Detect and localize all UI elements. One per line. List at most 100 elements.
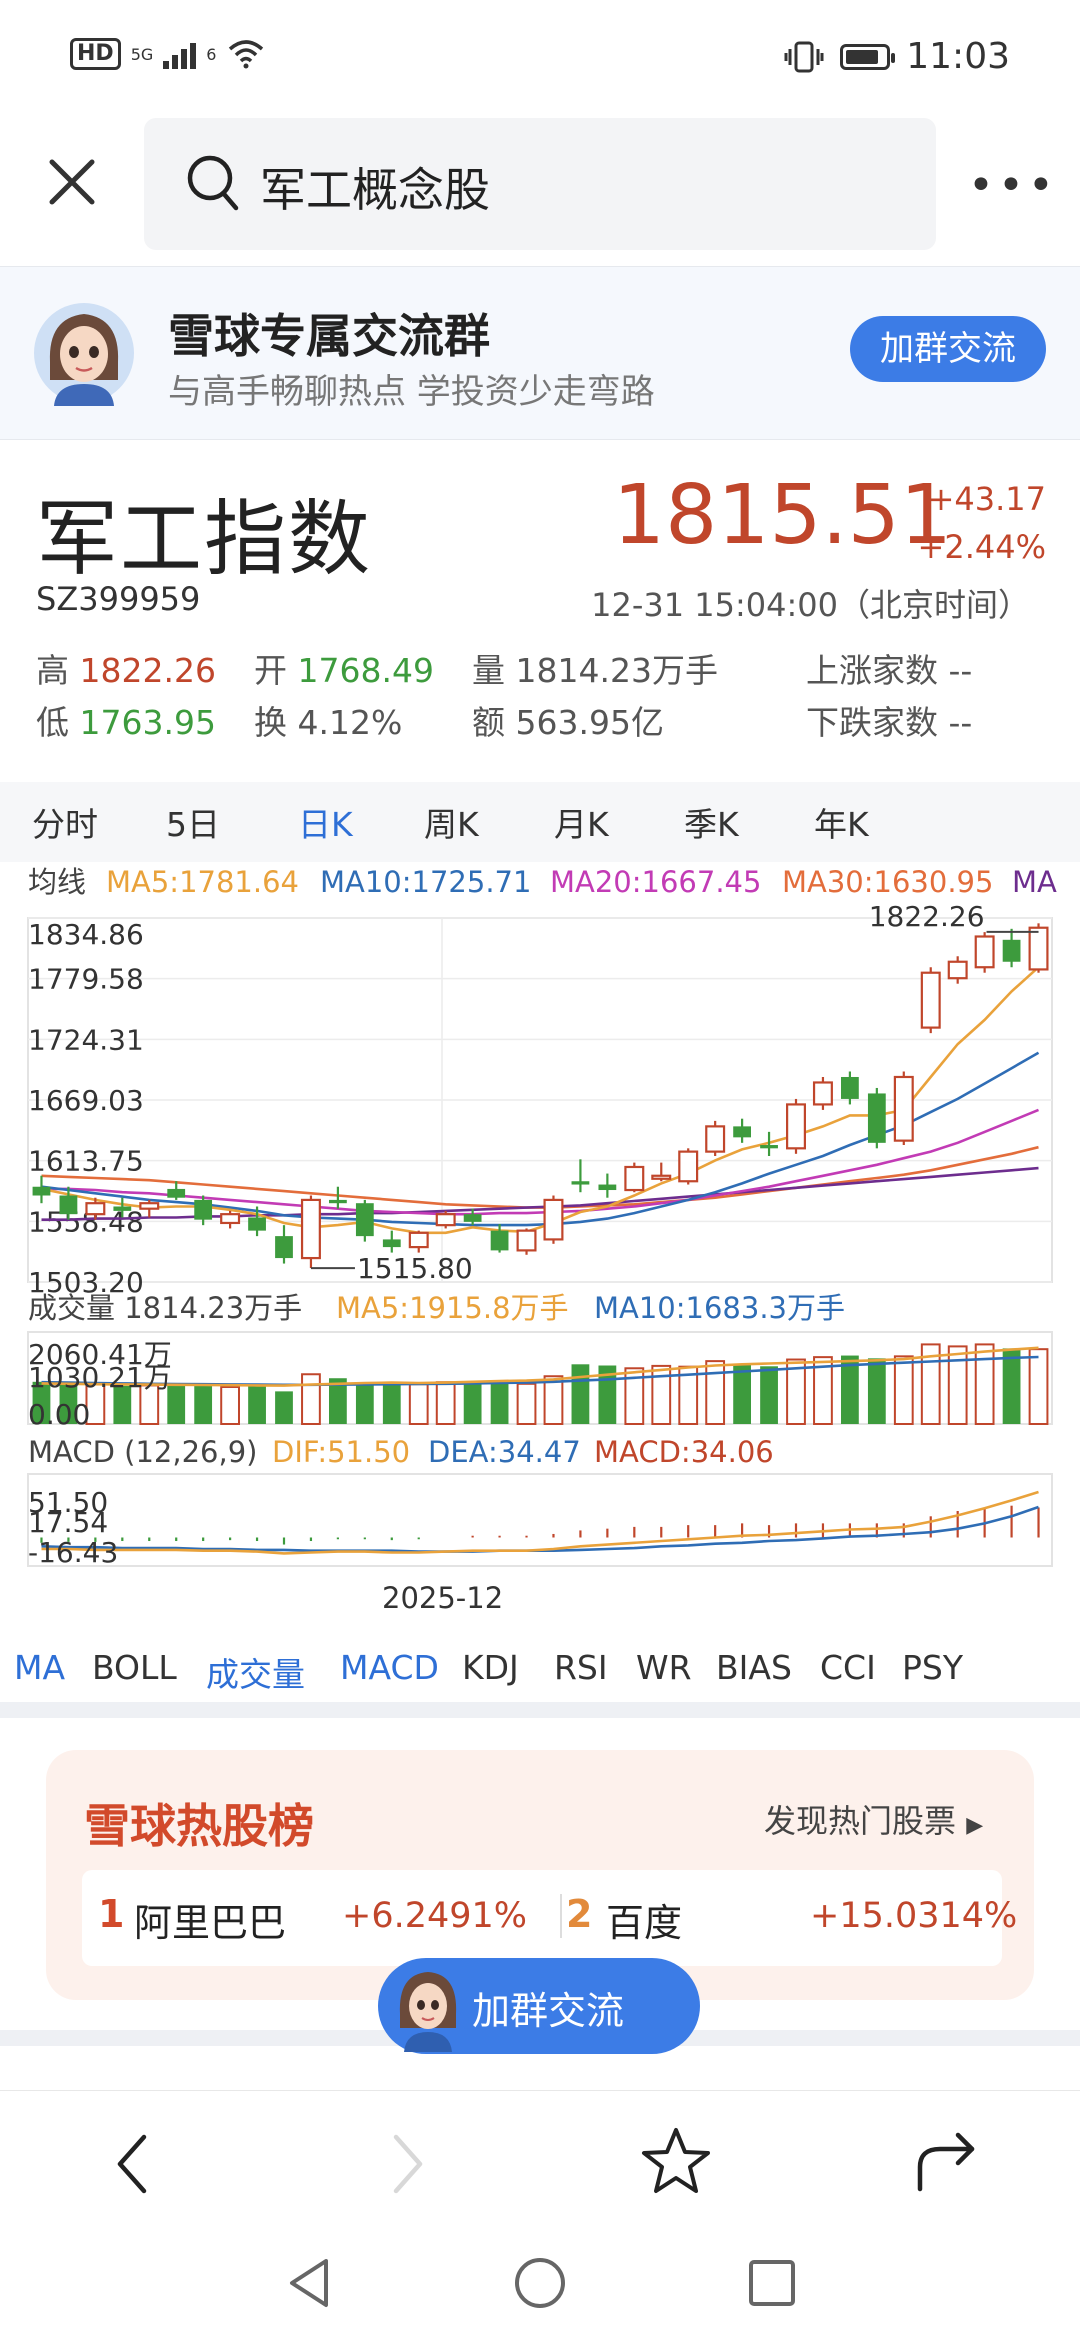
ma20-line — [41, 1108, 1039, 1216]
share-icon[interactable] — [914, 2127, 982, 2195]
min-price-label: 1515.80 — [357, 1252, 473, 1285]
volume-bar-up — [651, 1364, 672, 1425]
hot-separator — [560, 1894, 562, 1938]
discover-hot-link-label: 发现热门股票 — [764, 1802, 957, 1840]
index-price: 1815.51 — [612, 468, 952, 563]
candle-up — [139, 1202, 160, 1210]
tab-5day[interactable]: 5日 — [166, 805, 220, 844]
hot-stocks-row — [82, 1870, 1002, 1966]
tab-quarterly-k[interactable]: 季K — [684, 805, 739, 844]
volume-bar-up — [920, 1343, 941, 1426]
candle-up — [786, 1103, 806, 1150]
ind-boll[interactable]: BOLL — [92, 1648, 177, 1687]
system-home-icon[interactable] — [512, 2255, 568, 2311]
ind-rsi[interactable]: RSI — [554, 1648, 608, 1687]
vibrate-icon — [784, 41, 824, 72]
hot-name-1[interactable]: 阿里巴巴 — [134, 1901, 287, 1945]
candle-up — [920, 971, 941, 1029]
candle-down — [113, 1206, 132, 1211]
status-bar: HD 5G 6 11:03 — [0, 0, 1080, 120]
hd-icon: HD — [70, 38, 121, 70]
volume-bar-down — [167, 1383, 186, 1424]
candle-up — [624, 1165, 645, 1192]
close-icon[interactable] — [40, 150, 104, 214]
ma-legend-label: 均线 — [28, 865, 86, 899]
ma-legend: 均线 MA5:1781.64 MA10:1725.71 MA20:1667.45… — [28, 865, 1057, 899]
tab-yearly-k[interactable]: 年K — [814, 805, 869, 844]
join-group-button[interactable]: 加群交流 — [850, 316, 1046, 382]
volume-ma10-legend: MA10:1683.3万手 — [594, 1291, 845, 1325]
ind-volume[interactable]: 成交量 — [206, 1655, 305, 1694]
period-tabs: 分时 5日 日K 周K 月K 季K 年K — [0, 782, 1080, 862]
more-icon[interactable]: ••• — [968, 160, 1058, 211]
volume-tick-label: 0.00 — [28, 1398, 90, 1431]
stat-down-count: 下跌家数 -- — [806, 703, 973, 742]
macd-legend: MACD (12,26,9) DIF:51.50 DEA:34.47 MACD:… — [28, 1435, 774, 1469]
floating-join-button[interactable]: 加群交流 — [378, 1958, 700, 2054]
kline-chart[interactable]: 均线 MA5:1781.64 MA10:1725.71 MA20:1667.45… — [0, 862, 1080, 1614]
dea-line — [41, 1505, 1039, 1553]
macd-tick-label: -16.43 — [28, 1536, 118, 1569]
ma10-legend: MA10:1725.71 — [320, 865, 531, 899]
system-recents-icon[interactable] — [746, 2257, 798, 2309]
status-right: 11:03 — [784, 36, 1010, 77]
candle-down — [329, 1199, 347, 1204]
candle-up — [85, 1202, 106, 1216]
back-icon[interactable] — [110, 2129, 154, 2199]
candle-up — [300, 1198, 321, 1260]
tab-monthly-k[interactable]: 月K — [554, 805, 609, 844]
hot-change-1: +6.2491% — [342, 1896, 528, 1936]
candle-down — [463, 1214, 482, 1222]
star-icon[interactable] — [638, 2125, 714, 2197]
index-code: SZ399959 — [36, 580, 201, 618]
network-5g-label: 5G — [130, 44, 154, 64]
stat-volume: 量 1814.23万手 — [472, 651, 718, 690]
ind-psy[interactable]: PSY — [902, 1648, 964, 1687]
ind-cci[interactable]: CCI — [820, 1648, 876, 1687]
forward-icon[interactable] — [386, 2129, 430, 2199]
volume-bar-down — [571, 1364, 590, 1424]
volume-bar-down — [329, 1378, 347, 1424]
volume-frame-border — [27, 1331, 1053, 1425]
ma30-line — [41, 1145, 1039, 1209]
dif-line — [41, 1490, 1039, 1555]
hot-name-2[interactable]: 百度 — [606, 1901, 683, 1945]
candle-up — [678, 1150, 699, 1183]
stat-turnover: 换 4.12% — [254, 703, 403, 742]
ind-kdj[interactable]: KDJ — [462, 1648, 519, 1687]
macd-tick-label: 17.54 — [28, 1506, 108, 1539]
price-tick-label: 1503.20 — [28, 1266, 144, 1299]
macd-legend-label: MACD (12,26,9) — [28, 1435, 257, 1469]
tab-weekly-k[interactable]: 周K — [424, 805, 479, 844]
tab-daily-k[interactable]: 日K — [298, 805, 353, 844]
candle-up — [516, 1229, 537, 1252]
volume-bar-down — [32, 1381, 51, 1424]
volume-bar-up — [893, 1355, 914, 1426]
candle-down — [867, 1093, 886, 1143]
volume-bar-up — [947, 1345, 968, 1425]
volume-bar-up — [786, 1358, 806, 1426]
candle-up — [974, 935, 995, 969]
search-query[interactable]: 军工概念股 — [260, 163, 490, 217]
ind-ma[interactable]: MA — [14, 1648, 66, 1687]
candle-down — [275, 1236, 293, 1259]
candle-up — [220, 1213, 241, 1225]
price-grid — [28, 917, 1052, 1283]
search-box[interactable]: 军工概念股 — [144, 118, 936, 250]
candle-up — [543, 1198, 564, 1241]
ind-macd[interactable]: MACD — [340, 1648, 439, 1687]
candle-up — [651, 1174, 672, 1180]
ind-wr[interactable]: WR — [636, 1648, 692, 1687]
candle-up — [435, 1213, 456, 1227]
candle-down — [355, 1203, 374, 1237]
candle-up — [812, 1081, 833, 1106]
volume-bar-up — [543, 1375, 564, 1425]
system-back-icon[interactable] — [284, 2255, 336, 2311]
volume-legend-label: 成交量 1814.23万手 — [28, 1291, 302, 1325]
ind-bias[interactable]: BIAS — [716, 1648, 792, 1687]
tab-intraday[interactable]: 分时 — [32, 805, 98, 844]
volume-bar-down — [59, 1384, 78, 1424]
banner-title: 雪球专属交流群 — [168, 309, 490, 363]
discover-hot-link[interactable]: 发现热门股票 ▶ — [764, 1796, 983, 1842]
